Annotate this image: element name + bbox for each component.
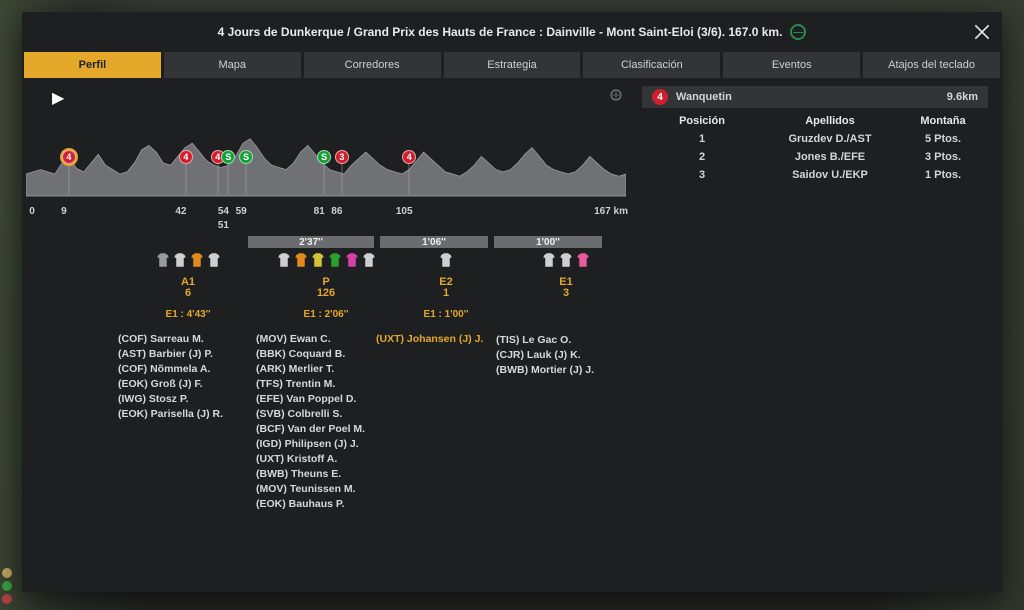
group-count: 1 [376, 287, 516, 299]
race-groups: 2'37''1'06''1'00''A16E1 : 4'43''(COF) Sa… [26, 236, 628, 592]
group-riders: (UXT) Johansen (J) J. [376, 332, 516, 347]
group-jerseys [376, 252, 516, 270]
km-tick: 42 [175, 206, 186, 217]
km-tick: 9 [61, 206, 67, 217]
kom-table-row: 2Jones B./EFE3 Ptos. [642, 148, 988, 166]
km-tick: 0 [29, 206, 35, 217]
tab-atajos[interactable]: Atajos del teclado [863, 52, 1000, 78]
group-count: 126 [256, 287, 396, 299]
content-area: ▶ 444SSS34 09425459818610551 167 km 2'37… [22, 80, 1002, 592]
group-A1[interactable]: A16E1 : 4'43''(COF) Sarreau M.(AST) Barb… [118, 252, 258, 422]
tab-eventos[interactable]: Eventos [723, 52, 860, 78]
kom-distance: 9.6km [947, 91, 978, 103]
elevation-profile[interactable]: ▶ 444SSS34 09425459818610551 167 km [26, 86, 628, 216]
profile-type-icon: — [790, 24, 806, 40]
col-position: Posición [642, 115, 762, 127]
group-jerseys [496, 252, 636, 270]
start-marker-icon: ▶ [52, 88, 62, 98]
kom-marker[interactable]: 3 [335, 150, 349, 164]
group-count: 3 [496, 287, 636, 299]
group-gap: E1 : 4'43'' [118, 309, 258, 320]
group-riders: (COF) Sarreau M.(AST) Barbier (J) P.(COF… [118, 332, 258, 422]
group-riders: (TIS) Le Gac O.(CJR) Lauk (J) K.(BWB) Mo… [496, 333, 636, 378]
group-count: 6 [118, 287, 258, 299]
tab-estrategia[interactable]: Estrategia [444, 52, 581, 78]
group-gap: E1 : 1'00'' [376, 309, 516, 320]
km-axis-end: 167 km [594, 206, 628, 217]
kom-table-header: Posición Apellidos Montaña [642, 112, 988, 130]
tab-bar: PerfilMapaCorredoresEstrategiaClasificac… [22, 52, 1002, 80]
kom-results-panel: 4 Wanquetin 9.6km Posición Apellidos Mon… [632, 80, 1002, 592]
left-column: ▶ 444SSS34 09425459818610551 167 km 2'37… [22, 80, 632, 592]
group-E2[interactable]: E21E1 : 1'00''(UXT) Johansen (J) J. [376, 252, 516, 347]
km-tick: 81 [314, 206, 325, 217]
tab-clasificacion[interactable]: Clasificación [583, 52, 720, 78]
col-points: Montaña [898, 115, 988, 127]
kom-name: Wanquetin [676, 91, 732, 103]
group-jerseys [118, 252, 258, 270]
close-icon [972, 22, 992, 42]
side-indicator-pips [2, 568, 12, 604]
gap-bar: 2'37'' [248, 236, 374, 248]
km-tick: 54 [218, 206, 229, 217]
group-gap: E1 : 2'06'' [256, 309, 396, 320]
group-E1[interactable]: E13(TIS) Le Gac O.(CJR) Lauk (J) K.(BWB)… [496, 252, 636, 378]
race-panel: 4 Jours de Dunkerque / Grand Prix des Ha… [22, 12, 1002, 592]
panel-header: 4 Jours de Dunkerque / Grand Prix des Ha… [22, 12, 1002, 52]
km-tick: 105 [396, 206, 413, 217]
finish-marker-icon [610, 88, 620, 98]
km-tick: 86 [331, 206, 342, 217]
tab-mapa[interactable]: Mapa [164, 52, 301, 78]
group-P[interactable]: P126E1 : 2'06''(MOV) Ewan C.(BBK) Coquar… [256, 252, 396, 512]
gap-bar: 1'00'' [494, 236, 602, 248]
group-jerseys [256, 252, 396, 270]
close-button[interactable] [962, 16, 1002, 48]
kom-header: 4 Wanquetin 9.6km [642, 86, 988, 108]
tab-corredores[interactable]: Corredores [304, 52, 441, 78]
race-title: 4 Jours de Dunkerque / Grand Prix des Ha… [218, 25, 783, 39]
kom-category-badge: 4 [652, 89, 668, 105]
km-tick: 51 [218, 220, 229, 231]
kom-table-row: 1Gruzdev D./AST5 Ptos. [642, 130, 988, 148]
group-riders: (MOV) Ewan C.(BBK) Coquard B.(ARK) Merli… [256, 332, 396, 512]
km-tick: 59 [236, 206, 247, 217]
kom-marker[interactable]: 4 [179, 150, 193, 164]
kom-marker[interactable]: 4 [62, 150, 76, 164]
gap-bar: 1'06'' [380, 236, 488, 248]
col-name: Apellidos [762, 115, 898, 127]
kom-table-row: 3Saidov U./EKP1 Ptos. [642, 166, 988, 184]
tab-perfil[interactable]: Perfil [24, 52, 161, 78]
